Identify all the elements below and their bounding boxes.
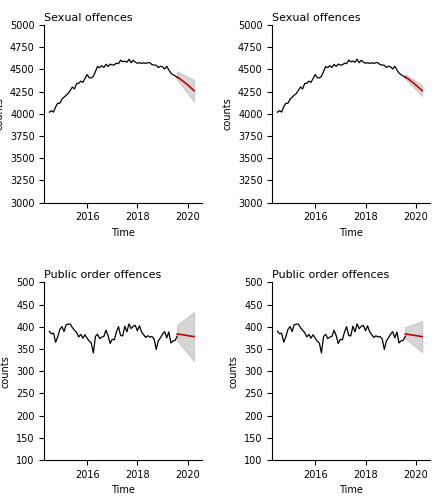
- Y-axis label: counts: counts: [0, 98, 4, 130]
- Text: Sexual offences: Sexual offences: [272, 13, 361, 23]
- Text: Public order offences: Public order offences: [44, 270, 162, 280]
- X-axis label: Time: Time: [111, 486, 135, 496]
- Text: Sexual offences: Sexual offences: [44, 13, 133, 23]
- Y-axis label: counts: counts: [229, 355, 238, 388]
- Y-axis label: counts: counts: [222, 98, 233, 130]
- X-axis label: Time: Time: [339, 486, 363, 496]
- Text: Public order offences: Public order offences: [272, 270, 390, 280]
- Y-axis label: counts: counts: [0, 355, 10, 388]
- X-axis label: Time: Time: [339, 228, 363, 238]
- X-axis label: Time: Time: [111, 228, 135, 238]
